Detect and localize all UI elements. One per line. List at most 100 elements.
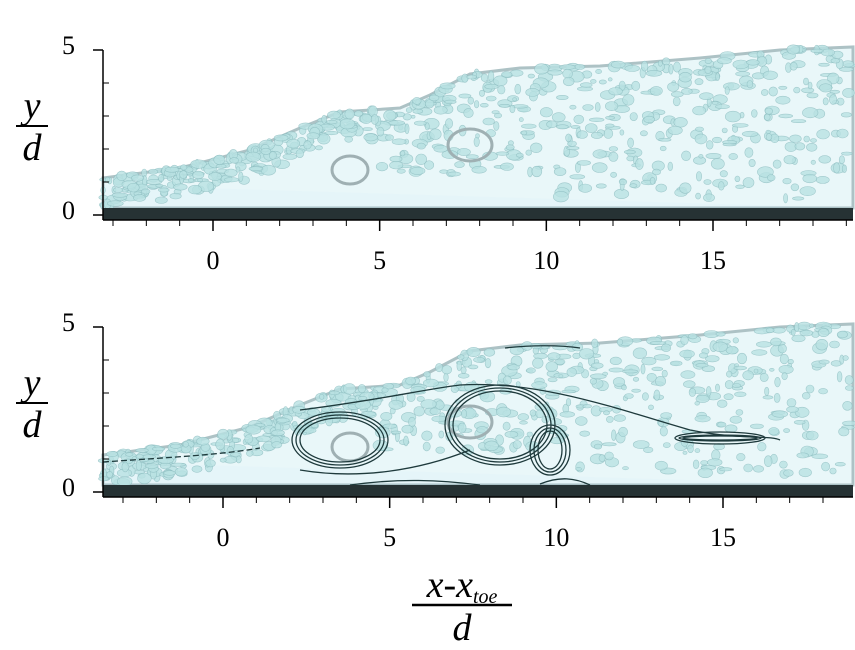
air-bubble	[391, 430, 402, 435]
air-bubble	[260, 147, 272, 155]
air-bubble	[273, 134, 289, 142]
air-bubble	[643, 115, 656, 124]
air-bubble	[482, 117, 495, 126]
air-bubble	[741, 130, 759, 137]
air-bubble	[370, 114, 379, 125]
air-bubble	[188, 184, 202, 195]
air-bubble	[444, 118, 453, 129]
air-bubble	[728, 153, 738, 160]
air-bubble	[742, 177, 755, 188]
air-bubble	[327, 110, 341, 120]
air-bubble	[245, 151, 261, 163]
vortex	[446, 127, 494, 163]
air-bubble	[590, 362, 604, 369]
air-bubble	[163, 470, 176, 476]
air-bubble	[641, 356, 657, 366]
air-bubble	[715, 383, 720, 392]
air-bubble	[434, 400, 445, 410]
air-bubble	[532, 357, 544, 369]
air-bubble	[760, 89, 769, 96]
air-bubble	[688, 387, 697, 397]
air-bubble	[670, 91, 684, 98]
air-bubble	[151, 446, 166, 452]
air-bubble	[732, 337, 739, 344]
air-bubble	[547, 352, 561, 361]
air-bubble	[458, 422, 467, 434]
air-bubble	[422, 378, 439, 388]
air-bubble	[751, 349, 768, 356]
air-bubble	[354, 399, 371, 410]
air-bubble	[575, 467, 582, 471]
air-bubble	[519, 420, 528, 425]
air-bubble	[661, 343, 672, 352]
air-bubble	[566, 146, 580, 151]
air-bubble	[772, 159, 782, 169]
air-bubble	[515, 152, 524, 158]
air-bubble	[388, 120, 406, 126]
air-bubble	[783, 155, 796, 165]
air-bubble	[458, 93, 472, 99]
air-bubble	[673, 61, 681, 73]
air-bubble	[589, 373, 607, 380]
air-bubble	[493, 112, 502, 119]
contour	[504, 345, 581, 349]
air-bubble	[582, 104, 594, 111]
air-bubble	[424, 160, 435, 170]
bed-floor	[103, 208, 853, 220]
air-bubble	[610, 171, 617, 178]
air-bubble	[790, 119, 807, 124]
air-bubble	[645, 70, 663, 77]
air-bubble	[717, 57, 732, 65]
air-bubble	[818, 359, 830, 365]
air-bubble	[629, 112, 638, 121]
air-bubble	[357, 384, 366, 394]
air-bubble	[593, 443, 603, 450]
air-bubble	[405, 376, 416, 386]
air-bubble	[500, 162, 514, 171]
air-bubble	[551, 112, 566, 123]
air-bubble	[569, 174, 586, 180]
air-bubble	[488, 70, 495, 83]
air-bubble	[753, 368, 759, 374]
air-bubble	[410, 114, 416, 119]
air-bubble	[169, 192, 182, 200]
air-bubble	[803, 135, 810, 143]
air-bubble	[121, 461, 129, 473]
air-bubble	[385, 134, 394, 141]
x-tick-label: 5	[383, 523, 396, 552]
air-bubble	[219, 457, 227, 463]
air-bubble	[687, 444, 694, 453]
air-bubble	[342, 383, 356, 395]
air-bubble	[681, 88, 693, 95]
air-bubble	[806, 92, 819, 99]
air-bubble	[778, 113, 794, 119]
air-bubble	[802, 173, 818, 184]
air-bubble	[213, 154, 226, 165]
air-bubble	[768, 427, 780, 436]
air-bubble	[605, 415, 614, 423]
air-bubble	[762, 70, 778, 81]
air-bubble	[679, 182, 692, 194]
air-bubble	[841, 60, 855, 68]
air-bubble	[245, 424, 262, 435]
air-bubble	[748, 159, 756, 168]
air-bubble	[764, 113, 771, 121]
air-bubble	[439, 169, 449, 174]
air-bubble	[376, 126, 385, 137]
air-bubble	[694, 448, 701, 453]
air-bubble	[603, 128, 614, 139]
air-bubble	[375, 162, 389, 172]
air-bubble	[649, 177, 656, 185]
air-bubble	[154, 196, 168, 204]
air-bubble	[796, 321, 812, 331]
air-bubble	[839, 66, 854, 72]
air-bubble	[578, 183, 593, 193]
air-bubble	[383, 109, 397, 122]
air-bubble	[197, 178, 203, 183]
air-bubble	[131, 174, 145, 182]
air-bubble	[507, 364, 520, 371]
air-bubble	[547, 377, 558, 383]
air-bubble	[339, 118, 356, 130]
air-bubble	[611, 429, 617, 441]
contour	[682, 435, 758, 441]
